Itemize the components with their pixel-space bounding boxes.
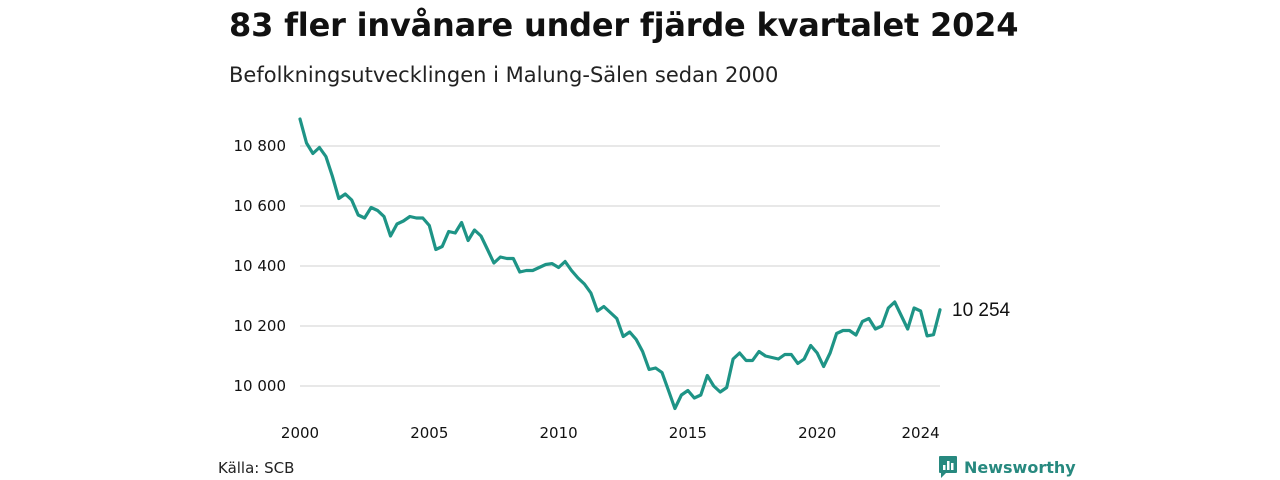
y-tick-label: 10 400 — [234, 257, 287, 275]
end-value-label: 10 254 — [952, 300, 1011, 321]
x-tick-label: 2015 — [669, 424, 707, 442]
y-tick-label: 10 800 — [234, 137, 287, 155]
y-tick-label: 10 200 — [234, 317, 287, 335]
series-line — [298, 117, 942, 411]
newsworthy-logo-icon — [939, 456, 957, 478]
x-tick-label: 2024 — [902, 424, 940, 442]
chart-subtitle: Befolkningsutvecklingen i Malung-Sälen s… — [229, 63, 779, 87]
brand-logo: Newsworthy — [938, 455, 1076, 479]
x-tick-label: 2005 — [410, 424, 448, 442]
x-tick-label: 2010 — [539, 424, 577, 442]
brand-name: Newsworthy — [964, 457, 1076, 477]
chart-title: 83 fler invånare under fjärde kvartalet … — [229, 6, 1019, 44]
y-axis-ticks: 10 000 10 200 10 400 10 600 10 800 — [234, 137, 287, 395]
source-note: Källa: SCB — [218, 459, 295, 477]
x-axis-ticks: 2000 2005 2010 2015 2020 2024 — [281, 424, 940, 442]
x-tick-label: 2020 — [798, 424, 836, 442]
x-tick-label: 2000 — [281, 424, 319, 442]
gridlines — [300, 145, 940, 387]
y-tick-label: 10 600 — [234, 197, 287, 215]
y-tick-label: 10 000 — [234, 377, 287, 395]
